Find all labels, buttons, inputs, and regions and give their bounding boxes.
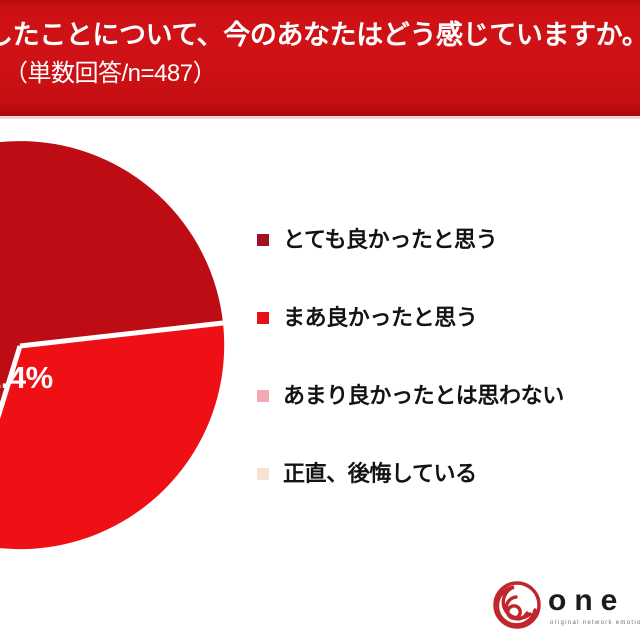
legend-item-label: 正直、後悔している — [283, 461, 477, 486]
legend-item-label: とても良かったと思う — [283, 227, 498, 252]
square-swatch-icon — [257, 234, 269, 246]
pie-slice-divider-upper — [19, 320, 224, 349]
legend-item-label: まあ良かったと思う — [283, 305, 478, 330]
legend: とても良かったと思う まあ良かったと思う あまり良かったとは思わない 正直、後悔… — [257, 228, 627, 486]
logo-tagline: original network emotion — [550, 620, 640, 626]
pie-slice-divider-lower — [0, 345, 23, 420]
legend-item-label: あまり良かったとは思わない — [283, 383, 564, 408]
square-swatch-icon — [257, 390, 269, 402]
header-divider — [0, 116, 640, 119]
pie-chart-graphic — [0, 141, 225, 550]
square-swatch-icon — [257, 312, 269, 324]
legend-item-koukai: 正直、後悔している — [257, 462, 627, 486]
legend-item-amari-yokunai: あまり良かったとは思わない — [257, 384, 627, 408]
pie-slice-label-totemo: 1.4% — [0, 360, 53, 395]
logo-wordmark: one — [548, 584, 626, 617]
brand-logo: one original network emotion — [492, 578, 640, 634]
pie-slice-maa-yokatta — [0, 323, 225, 550]
header-band: したことについて、今のあなたはどう感じていますか。 （単数回答/n=487） — [0, 0, 640, 116]
square-swatch-icon — [257, 468, 269, 480]
pie-chart: 1.4% .5% — [0, 122, 260, 562]
legend-item-maa-yokatta: まあ良かったと思う — [257, 306, 627, 330]
spiral-swirl-icon — [493, 581, 541, 629]
legend-item-totemo-yokatta: とても良かったと思う — [257, 228, 627, 252]
survey-sample-note: （単数回答/n=487） — [4, 60, 217, 87]
pie-slice-totemo-yokatta — [0, 141, 223, 411]
page-title: したことについて、今のあなたはどう感じていますか。 — [0, 20, 640, 50]
